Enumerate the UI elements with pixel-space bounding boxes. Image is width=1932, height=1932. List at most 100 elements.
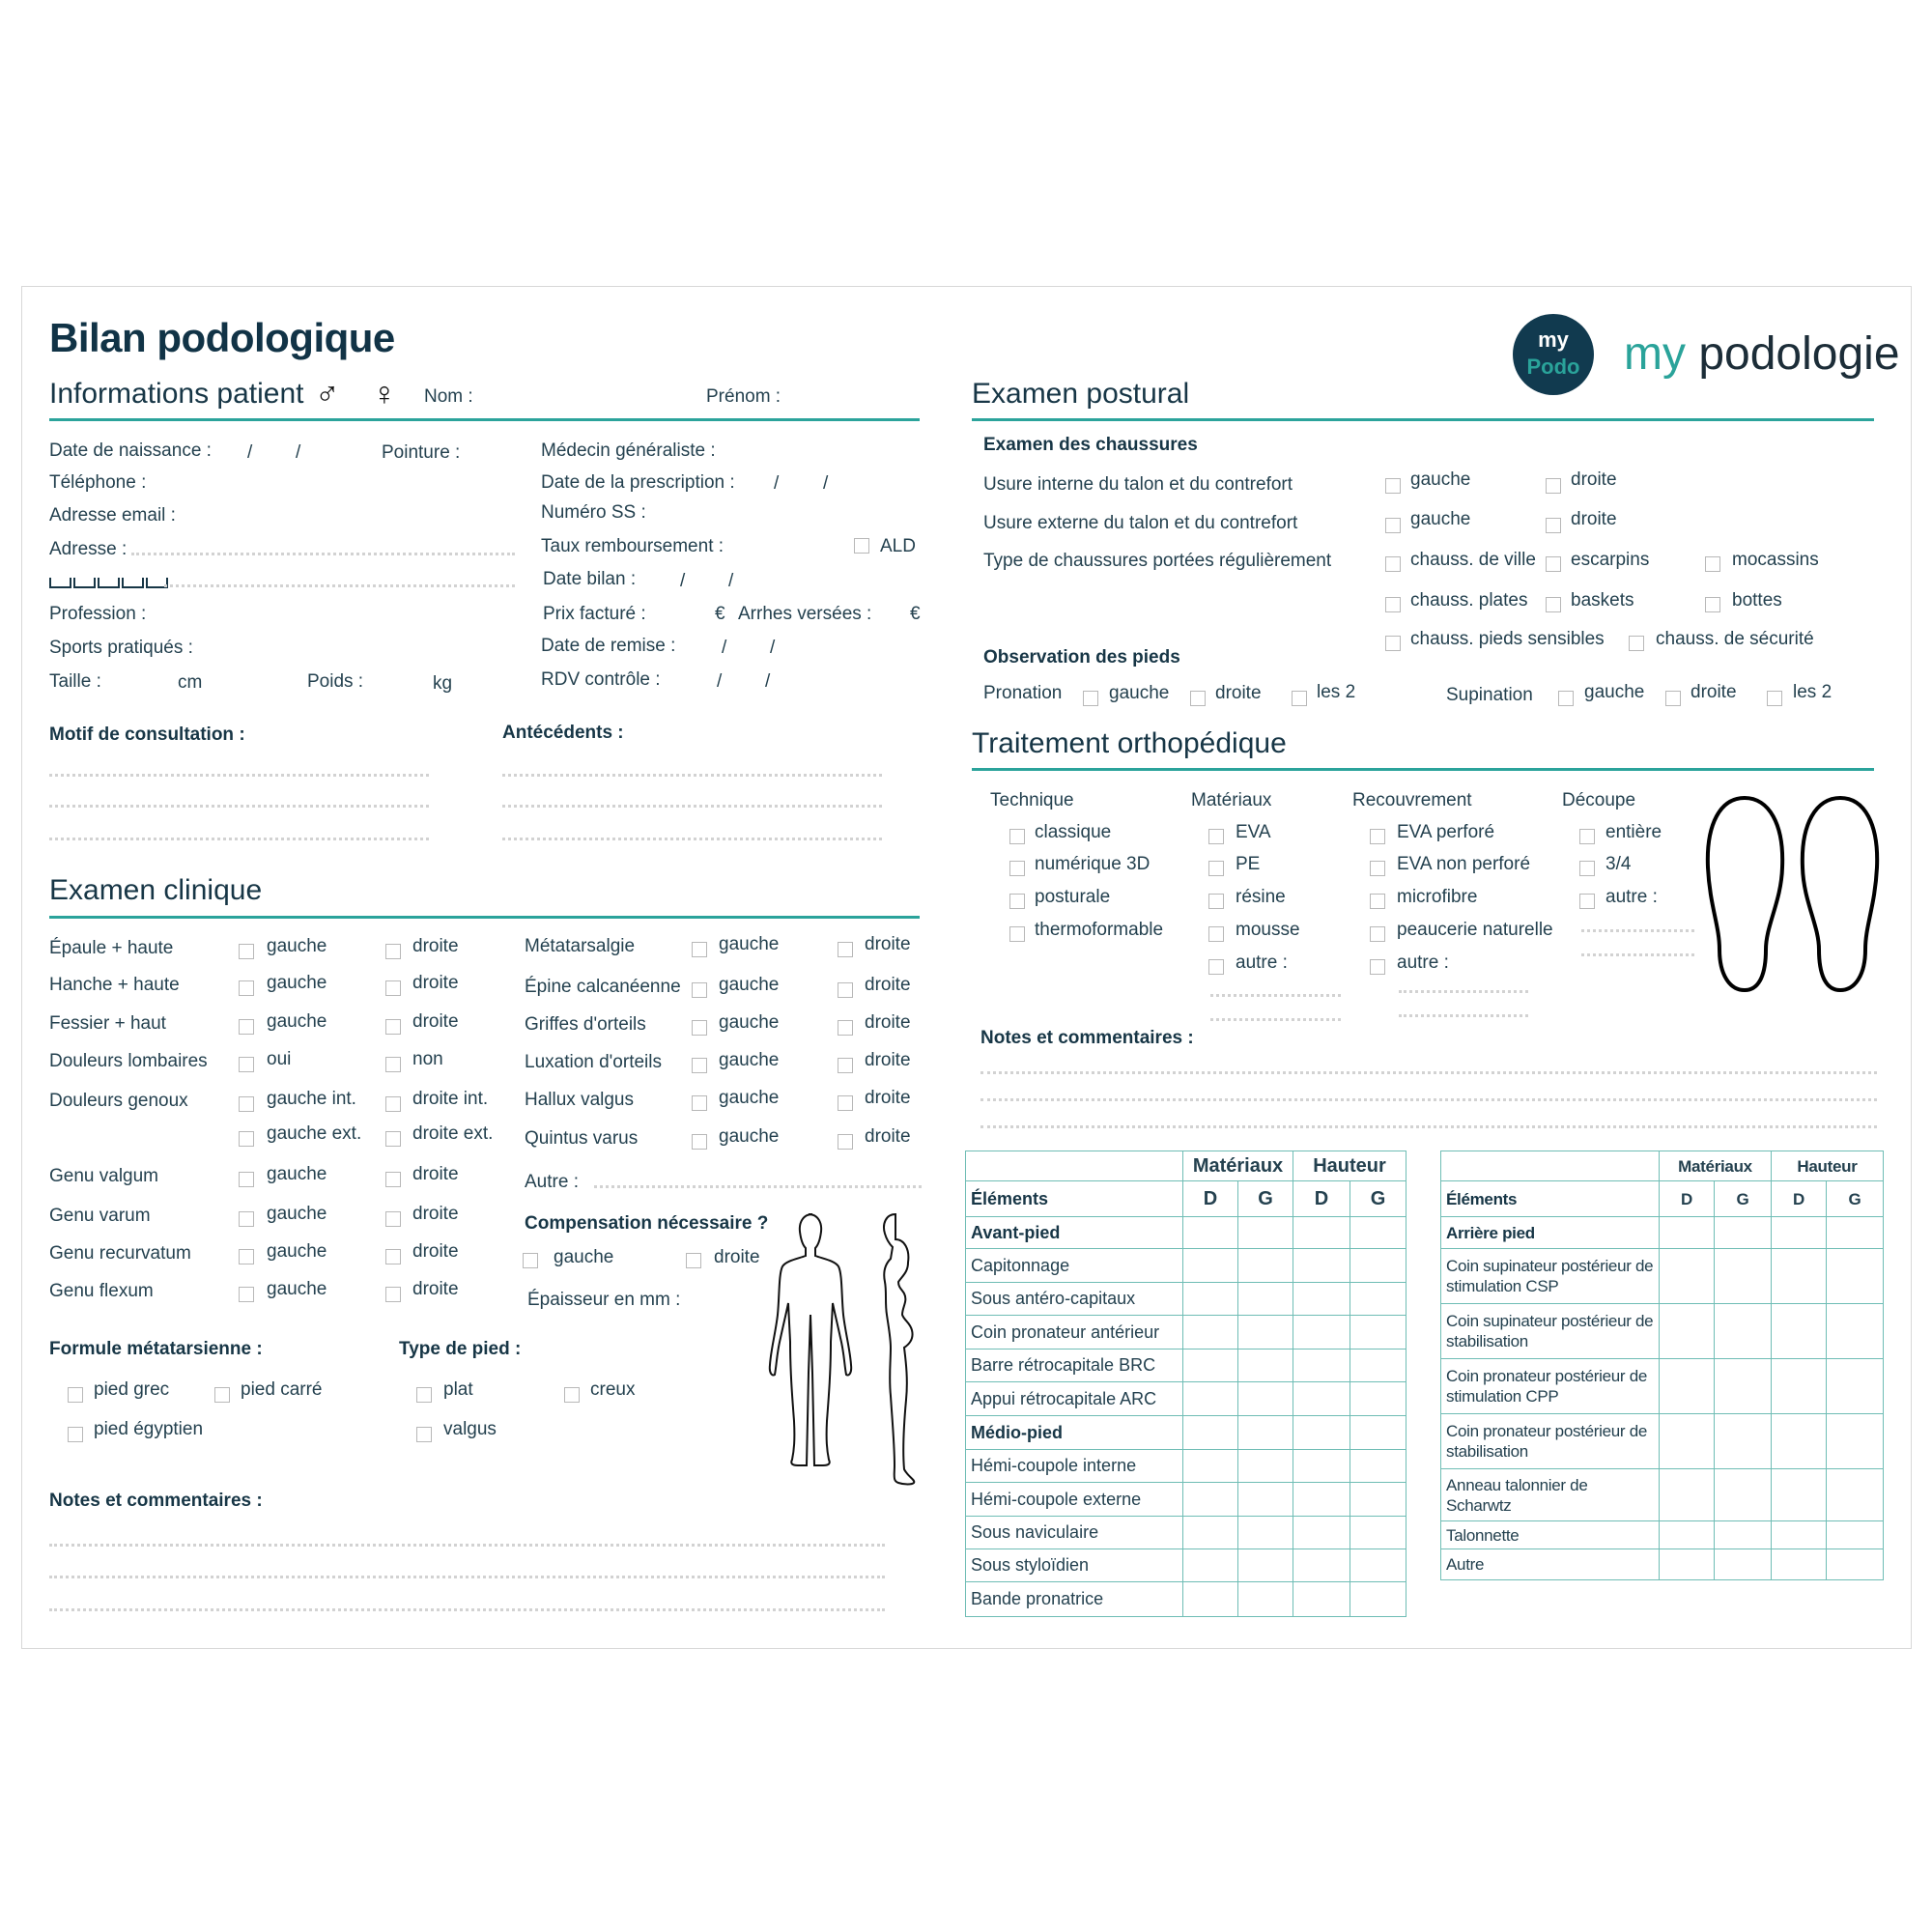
entry-cell[interactable]	[1237, 1381, 1293, 1416]
entry-cell[interactable]	[1714, 1216, 1772, 1249]
treatment-1-4-checkbox[interactable]	[1208, 959, 1224, 975]
postal-code-digit[interactable]	[49, 578, 71, 588]
entry-cell[interactable]	[1237, 1516, 1293, 1549]
entry-cell[interactable]	[1293, 1581, 1350, 1617]
treatment-2-4-checkbox[interactable]	[1370, 959, 1385, 975]
left-7-b-checkbox[interactable]	[385, 1211, 401, 1227]
antecedents-line[interactable]	[502, 838, 882, 840]
entry-cell[interactable]	[1182, 1381, 1238, 1416]
entry-cell[interactable]	[1182, 1516, 1238, 1549]
entry-cell[interactable]	[1293, 1349, 1350, 1382]
entry-cell[interactable]	[1182, 1349, 1238, 1382]
entry-cell[interactable]	[1659, 1303, 1715, 1359]
entry-cell[interactable]	[1826, 1413, 1884, 1469]
compensation-gauche-checkbox[interactable]	[523, 1253, 538, 1268]
writing-line[interactable]	[1581, 953, 1694, 956]
left-0-b-checkbox[interactable]	[385, 944, 401, 959]
entry-cell[interactable]	[1714, 1468, 1772, 1521]
entry-cell[interactable]	[1350, 1415, 1406, 1450]
supination-gauche-checkbox[interactable]	[1558, 691, 1574, 706]
shoe-7-checkbox[interactable]	[1629, 636, 1644, 651]
treatment-1-3-checkbox[interactable]	[1208, 926, 1224, 942]
notes-line[interactable]	[980, 1098, 1877, 1101]
writing-line[interactable]	[1399, 990, 1528, 993]
entry-cell[interactable]	[1237, 1482, 1293, 1517]
autre-line[interactable]	[594, 1185, 922, 1188]
left-9-b-checkbox[interactable]	[385, 1287, 401, 1302]
left-3-b-checkbox[interactable]	[385, 1057, 401, 1072]
entry-cell[interactable]	[1771, 1303, 1827, 1359]
notes-line[interactable]	[980, 1125, 1877, 1128]
right-5-a-checkbox[interactable]	[692, 1134, 707, 1150]
entry-cell[interactable]	[1293, 1548, 1350, 1582]
left-6-a-checkbox[interactable]	[239, 1172, 254, 1187]
entry-cell[interactable]	[1771, 1248, 1827, 1304]
entry-cell[interactable]	[1350, 1216, 1406, 1249]
treatment-3-0-checkbox[interactable]	[1579, 829, 1595, 844]
entry-cell[interactable]	[1293, 1315, 1350, 1350]
entry-cell[interactable]	[1659, 1358, 1715, 1414]
writing-line[interactable]	[1210, 1018, 1341, 1021]
entry-cell[interactable]	[1237, 1315, 1293, 1350]
entry-cell[interactable]	[1826, 1520, 1884, 1549]
entry-cell[interactable]	[1237, 1415, 1293, 1450]
postal-code-digit[interactable]	[98, 578, 120, 588]
entry-cell[interactable]	[1714, 1413, 1772, 1469]
entry-cell[interactable]	[1771, 1358, 1827, 1414]
entry-cell[interactable]	[1714, 1520, 1772, 1549]
left-0-a-checkbox[interactable]	[239, 944, 254, 959]
ald-checkbox[interactable]	[854, 538, 869, 554]
entry-cell[interactable]	[1182, 1216, 1238, 1249]
supination-les-2-checkbox[interactable]	[1767, 691, 1782, 706]
entry-cell[interactable]	[1826, 1303, 1884, 1359]
treatment-3-1-checkbox[interactable]	[1579, 861, 1595, 876]
entry-cell[interactable]	[1350, 1349, 1406, 1382]
left-5-a-checkbox[interactable]	[239, 1131, 254, 1147]
entry-cell[interactable]	[1826, 1358, 1884, 1414]
right-2-a-checkbox[interactable]	[692, 1020, 707, 1036]
notes-line[interactable]	[980, 1071, 1877, 1074]
left-3-a-checkbox[interactable]	[239, 1057, 254, 1072]
entry-cell[interactable]	[1182, 1482, 1238, 1517]
usure-externe-droite-checkbox[interactable]	[1546, 518, 1561, 533]
entry-cell[interactable]	[1659, 1216, 1715, 1249]
motif-line[interactable]	[49, 805, 429, 808]
entry-cell[interactable]	[1293, 1248, 1350, 1283]
entry-cell[interactable]	[1659, 1548, 1715, 1580]
entry-cell[interactable]	[1182, 1315, 1238, 1350]
entry-cell[interactable]	[1237, 1216, 1293, 1249]
entry-cell[interactable]	[1182, 1449, 1238, 1483]
treatment-0-0-checkbox[interactable]	[1009, 829, 1025, 844]
entry-cell[interactable]	[1771, 1468, 1827, 1521]
treatment-0-3-checkbox[interactable]	[1009, 926, 1025, 942]
left-4-a-checkbox[interactable]	[239, 1096, 254, 1112]
shoe-5-checkbox[interactable]	[1705, 597, 1720, 612]
entry-cell[interactable]	[1350, 1248, 1406, 1283]
notes-line[interactable]	[49, 1544, 885, 1547]
shoe-6-checkbox[interactable]	[1385, 636, 1401, 651]
right-0-a-checkbox[interactable]	[692, 942, 707, 957]
postal-code-digit[interactable]	[122, 578, 144, 588]
entry-cell[interactable]	[1182, 1548, 1238, 1582]
treatment-1-0-checkbox[interactable]	[1208, 829, 1224, 844]
entry-cell[interactable]	[1659, 1520, 1715, 1549]
treatment-2-0-checkbox[interactable]	[1370, 829, 1385, 844]
left-1-a-checkbox[interactable]	[239, 980, 254, 996]
entry-cell[interactable]	[1826, 1248, 1884, 1304]
entry-cell[interactable]	[1659, 1248, 1715, 1304]
entry-cell[interactable]	[1714, 1303, 1772, 1359]
shoe-0-checkbox[interactable]	[1385, 556, 1401, 572]
entry-cell[interactable]	[1237, 1449, 1293, 1483]
treatment-1-2-checkbox[interactable]	[1208, 894, 1224, 909]
left-6-b-checkbox[interactable]	[385, 1172, 401, 1187]
shoe-2-checkbox[interactable]	[1705, 556, 1720, 572]
entry-cell[interactable]	[1182, 1248, 1238, 1283]
writing-line[interactable]	[1399, 1014, 1528, 1017]
valgus-checkbox[interactable]	[416, 1427, 432, 1442]
treatment-0-1-checkbox[interactable]	[1009, 861, 1025, 876]
left-8-b-checkbox[interactable]	[385, 1249, 401, 1264]
right-4-b-checkbox[interactable]	[838, 1095, 853, 1111]
entry-cell[interactable]	[1237, 1248, 1293, 1283]
entry-cell[interactable]	[1293, 1282, 1350, 1316]
postal-code-boxes[interactable]	[49, 578, 168, 588]
